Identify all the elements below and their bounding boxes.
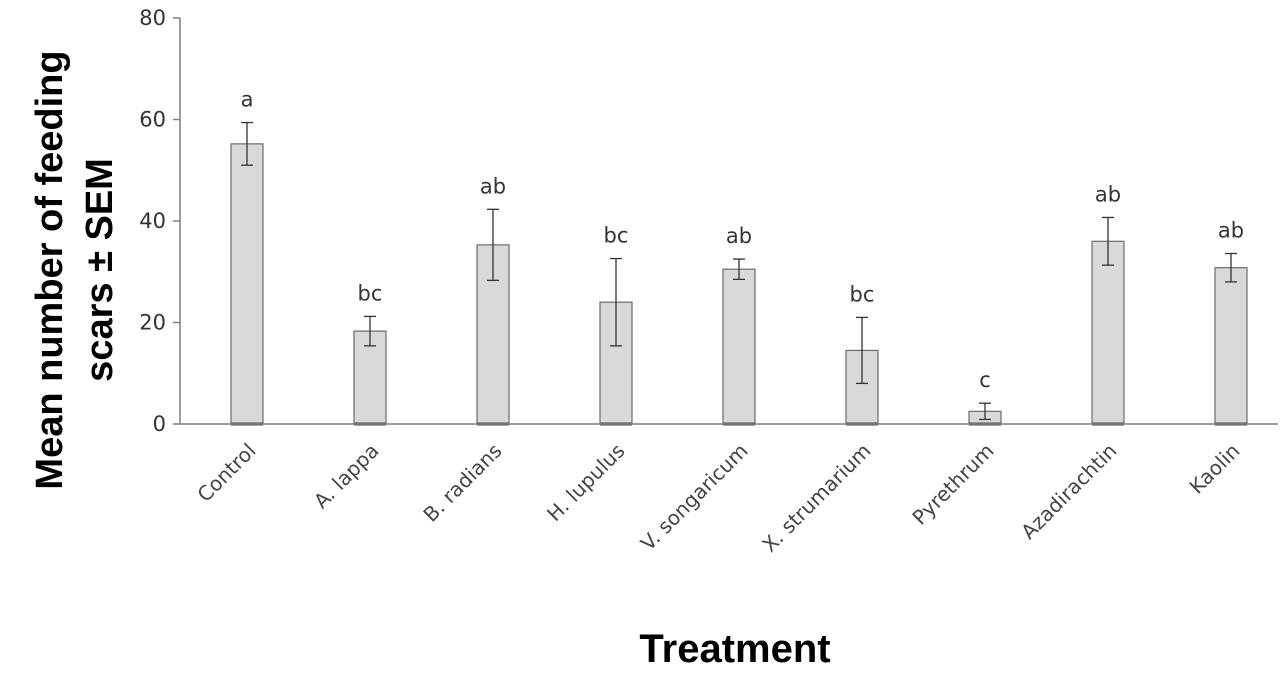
bar: [230, 143, 264, 425]
significance-label: bc: [604, 224, 629, 248]
significance-label: ab: [1218, 218, 1244, 242]
significance-label: bc: [850, 282, 875, 306]
significance-label: a: [241, 88, 254, 112]
category-label: H. lupulus: [542, 439, 629, 526]
category-label: A. lappa: [309, 439, 384, 514]
category-label: V. songaricum: [636, 439, 753, 556]
significance-label: ab: [480, 174, 506, 198]
y-tick-label: 60: [139, 108, 166, 132]
y-tick-label: 0: [153, 412, 166, 436]
category-label: X. strumarium: [757, 439, 875, 557]
category-labels: Control A. lappa B. radians H. lupulus V. so…: [192, 439, 1244, 557]
bar: [722, 268, 756, 425]
y-axis-ticks: 0 20 40 60 80: [139, 6, 180, 436]
significance-label: c: [979, 368, 991, 392]
bars: [230, 143, 1248, 426]
bar: [1214, 267, 1248, 425]
y-tick-label: 40: [139, 209, 166, 233]
significance-labels: a bc ab bc ab bc c ab ab: [241, 88, 1245, 393]
category-label: Pyrethrum: [907, 439, 998, 530]
y-tick-label: 20: [139, 311, 166, 335]
error-bars: [241, 121, 1237, 421]
significance-label: ab: [1095, 182, 1121, 206]
y-tick-label: 80: [139, 6, 166, 30]
bar: [1091, 240, 1125, 425]
category-label: Control: [192, 439, 260, 507]
y-axis-title-line-2: scars ± SEM: [79, 158, 121, 382]
x-axis-title: Treatment: [639, 627, 830, 671]
category-label: Azadirachtin: [1016, 439, 1121, 544]
significance-label: ab: [726, 224, 752, 248]
category-label: B. radians: [418, 439, 506, 527]
y-axis-title-line-1: Mean number of feeding: [29, 50, 71, 489]
significance-label: bc: [358, 281, 383, 305]
bar: [353, 330, 387, 425]
category-label: Kaolin: [1184, 439, 1244, 499]
